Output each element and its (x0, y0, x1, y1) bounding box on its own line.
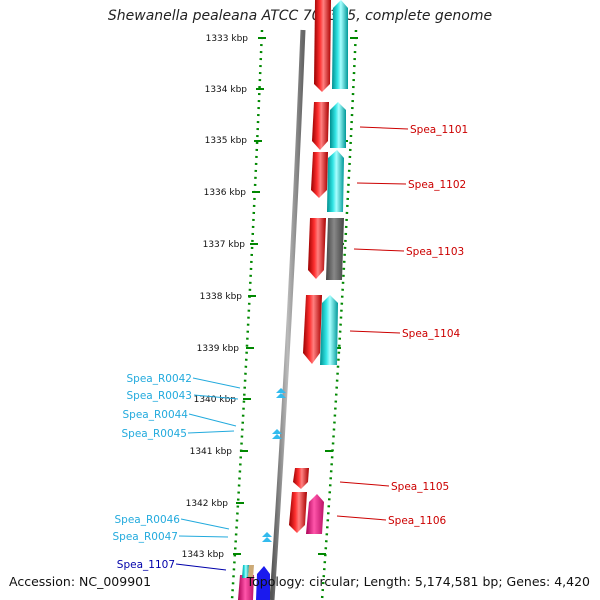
gene-reverse (332, 0, 348, 89)
rna-arrow (276, 388, 286, 393)
rna-label-spea-r0046: Spea_R0046 (115, 514, 181, 526)
gene-reverse (330, 102, 346, 148)
gene-forward (311, 152, 328, 198)
forward-genes[interactable] (289, 0, 331, 533)
rna-arrow (272, 429, 282, 434)
right-callout-lines (336, 126, 409, 521)
rna-arrow (272, 434, 282, 439)
tick-label: 1343 kbp (182, 550, 225, 560)
tick-label: 1337 kbp (203, 240, 246, 250)
blue-callout-line (175, 563, 227, 571)
left-callout-lines (178, 377, 241, 538)
rna-label-spea-r0043: Spea_R0043 (127, 390, 193, 402)
gene-forward (314, 0, 331, 92)
right-gene-labels[interactable]: Spea_1101 Spea_1102 Spea_1103 Spea_1104 … (388, 124, 468, 527)
tick-label: 1336 kbp (204, 188, 247, 198)
map-title: Shewanella pealeana ATCC 700345, complet… (107, 8, 493, 24)
tick-label: 1339 kbp (197, 344, 240, 354)
tick-label: 1334 kbp (205, 85, 248, 95)
gene-forward (308, 218, 326, 279)
gene-blue[interactable] (256, 566, 270, 600)
tick-label: 1340 kbp (194, 395, 237, 405)
highlighted-genes[interactable] (238, 494, 324, 600)
tick-label: 1335 kbp (205, 136, 248, 146)
gene-highlight (306, 494, 324, 534)
gene-small-tan (248, 565, 254, 578)
gene-label-spea-1103: Spea_1103 (406, 246, 464, 258)
gene-highlight (238, 575, 254, 600)
rna-markers[interactable] (262, 388, 286, 542)
rna-label-spea-r0044: Spea_R0044 (123, 409, 189, 421)
gene-label-spea-1104: Spea_1104 (402, 328, 461, 340)
rna-arrow (276, 393, 286, 398)
gene-small-cyan (242, 565, 249, 578)
gene-label-spea-1101: Spea_1101 (410, 124, 468, 136)
gene-label-spea-1107[interactable]: Spea_1107 (117, 559, 175, 571)
gene-reverse (320, 295, 338, 365)
reverse-genes[interactable] (320, 0, 348, 365)
genome-summary-text: Topology: circular; Length: 5,174,581 bp… (246, 574, 590, 589)
rna-arrow (262, 537, 272, 542)
inner-tick-guide (320, 29, 358, 600)
accession-text: Accession: NC_009901 (9, 574, 152, 589)
gene-forward (289, 492, 307, 533)
rna-label-spea-r0047: Spea_R0047 (113, 531, 179, 543)
genome-backbone (269, 29, 306, 600)
tick-label: 1342 kbp (186, 499, 229, 509)
outer-tick-guide (230, 29, 264, 600)
tick-label: 1341 kbp (190, 447, 233, 457)
tick-label: 1333 kbp (206, 34, 249, 44)
gene-label-spea-1106: Spea_1106 (388, 515, 447, 527)
rna-arrow (262, 532, 272, 537)
gene-reverse (327, 150, 344, 212)
rna-label-spea-r0042: Spea_R0042 (127, 373, 193, 385)
tick-labels: 1333 kbp 1334 kbp 1335 kbp 1336 kbp 1337… (182, 34, 249, 560)
tick-label: 1338 kbp (200, 292, 243, 302)
gene-label-spea-1105: Spea_1105 (391, 481, 449, 493)
gene-forward (293, 468, 309, 489)
gene-forward (303, 295, 322, 364)
gene-pseudo[interactable] (326, 218, 344, 280)
rna-label-spea-r0045: Spea_R0045 (122, 428, 188, 440)
left-rna-labels[interactable]: Spea_R0042 Spea_R0043 Spea_R0044 Spea_R0… (113, 373, 193, 543)
gene-forward (312, 102, 329, 150)
gene-label-spea-1102: Spea_1102 (408, 179, 466, 191)
